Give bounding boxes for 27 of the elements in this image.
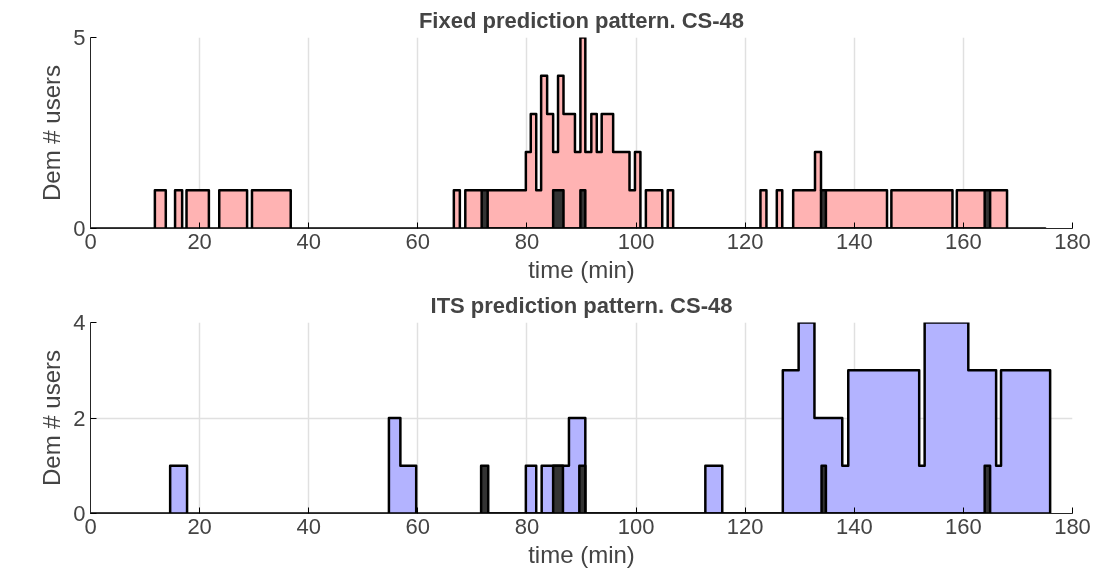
x-tick-label: 40: [296, 513, 321, 539]
x-tick-label: 60: [405, 513, 431, 539]
x-tick-label: 80: [514, 513, 540, 539]
y-tick-label: 2: [73, 405, 86, 431]
x-tick-label: 180: [1054, 513, 1091, 539]
x-tick-label: 140: [835, 513, 873, 539]
x-tick-label: 160: [945, 228, 982, 254]
x-tick-label: 120: [726, 513, 764, 539]
x-tick-label: 40: [296, 228, 321, 254]
y-tick-label: 5: [73, 25, 86, 50]
x-axis-title: time (min): [528, 255, 635, 283]
x-tick-label: 100: [617, 228, 655, 254]
chart-title: Fixed prediction pattern. CS-48: [418, 7, 745, 33]
x-tick-label: 60: [405, 228, 431, 254]
x-tick-label: 20: [187, 228, 212, 254]
y-axis-title: Dem # users: [38, 64, 66, 202]
x-tick-label: 100: [617, 513, 655, 539]
x-tick-label: 20: [187, 513, 212, 539]
x-tick-label: 80: [514, 228, 540, 254]
x-tick-label: 120: [726, 228, 764, 254]
y-tick-label: 4: [73, 310, 86, 335]
x-tick-label: 140: [835, 228, 873, 254]
y-axis-title: Dem # users: [38, 349, 66, 487]
chart-title: ITS prediction pattern. CS-48: [430, 292, 733, 318]
x-tick-label: 160: [945, 513, 982, 539]
x-axis-title: time (min): [528, 540, 635, 568]
x-tick-label: 180: [1054, 228, 1091, 254]
